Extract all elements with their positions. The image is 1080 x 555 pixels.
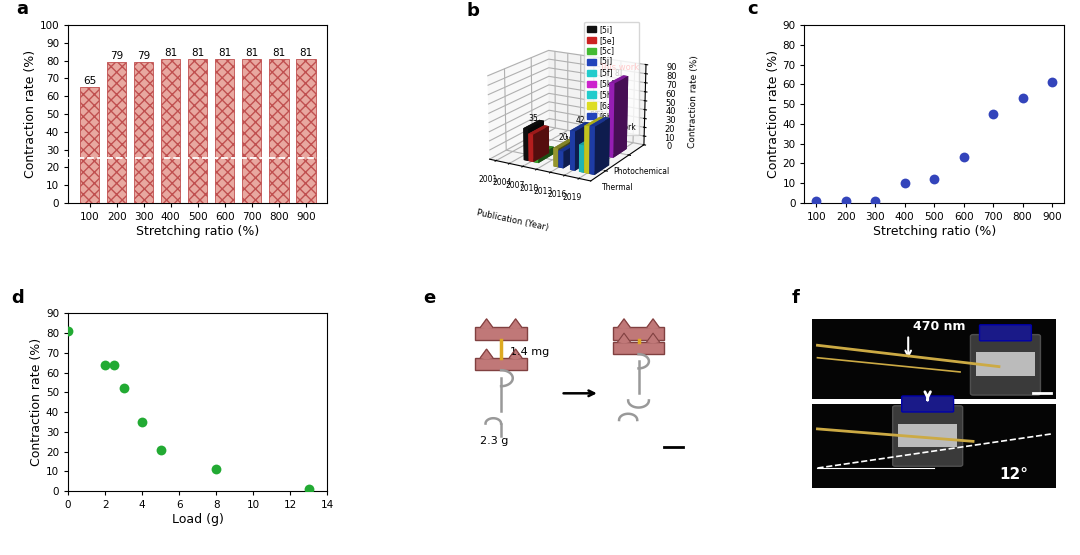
Text: 65: 65 [83,76,96,86]
Point [985,109,1002,118]
X-axis label: Load (g): Load (g) [172,513,224,526]
Bar [215,59,234,203]
Text: c: c [747,1,758,18]
Point [106,360,123,369]
Text: b: b [467,2,480,20]
Text: 1.4 mg: 1.4 mg [510,347,550,357]
FancyBboxPatch shape [475,358,527,370]
Bar [269,59,288,203]
Bar [242,59,261,203]
Polygon shape [481,349,492,359]
Text: a: a [16,1,28,18]
Text: f: f [792,289,799,306]
Text: 2.3 g: 2.3 g [481,436,509,446]
Text: d: d [11,289,24,306]
Text: 81: 81 [191,48,204,58]
X-axis label: Stretching ratio (%): Stretching ratio (%) [873,225,996,238]
Point [837,196,854,205]
Point [114,384,132,393]
Point [1014,94,1031,103]
Text: 79: 79 [137,51,150,61]
Y-axis label: Contraction rate (%): Contraction rate (%) [767,50,780,178]
Point [1043,78,1061,87]
Text: e: e [423,289,435,306]
Bar [296,59,315,203]
FancyBboxPatch shape [975,352,1036,376]
Polygon shape [647,333,659,342]
Point [808,196,825,205]
X-axis label: Publication (Year): Publication (Year) [476,208,550,232]
Point [896,179,914,188]
Bar [134,62,153,203]
Polygon shape [510,319,522,329]
Point [955,153,972,162]
Bar [161,59,180,203]
Text: 81: 81 [272,48,285,58]
Polygon shape [618,319,631,329]
Bar [107,62,126,203]
Bar [80,87,99,203]
Point [134,417,151,426]
FancyBboxPatch shape [902,396,954,412]
Polygon shape [481,319,492,329]
Text: 12°: 12° [999,467,1028,482]
Text: 470 nm: 470 nm [914,320,966,333]
Polygon shape [510,349,522,359]
FancyBboxPatch shape [897,423,958,447]
FancyBboxPatch shape [612,327,664,340]
Point [96,360,113,369]
Text: 81: 81 [299,48,312,58]
Polygon shape [647,319,659,329]
Point [207,465,225,474]
FancyBboxPatch shape [612,342,664,354]
FancyBboxPatch shape [812,404,1056,488]
Text: 81: 81 [245,48,258,58]
FancyBboxPatch shape [475,327,527,340]
Text: 81: 81 [218,48,231,58]
FancyBboxPatch shape [812,319,1056,398]
FancyBboxPatch shape [971,335,1040,395]
Bar [188,59,207,203]
X-axis label: Stretching ratio (%): Stretching ratio (%) [136,225,259,238]
Point [152,445,170,454]
Y-axis label: Contraction rate (%): Contraction rate (%) [30,338,43,466]
FancyBboxPatch shape [980,325,1031,341]
Point [926,175,943,184]
Point [59,326,77,335]
Text: 81: 81 [164,48,177,58]
Text: 79: 79 [110,51,123,61]
Legend: [5i], [5e], [5c], [5j], [5f], [5k], [5h], [6a], [6b], This work: [5i], [5e], [5c], [5j], [5f], [5k], [5h]… [584,22,639,135]
Point [300,485,318,493]
Point [866,196,883,205]
Y-axis label: Contraction rate (%): Contraction rate (%) [24,50,37,178]
FancyBboxPatch shape [893,406,962,466]
Polygon shape [618,333,631,342]
